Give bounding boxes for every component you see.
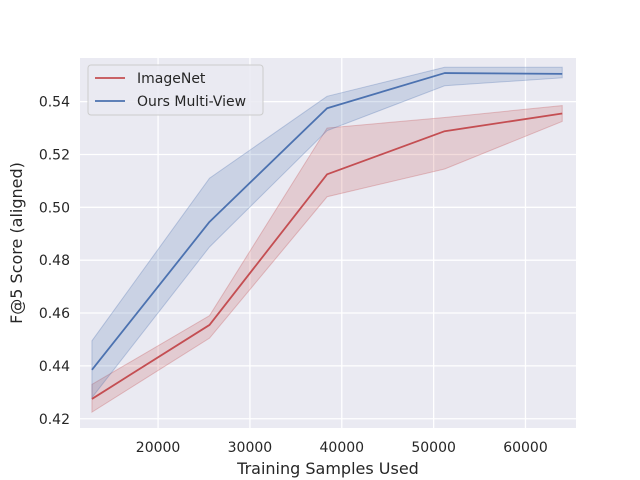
legend-label-imagenet: ImageNet	[137, 71, 206, 87]
x-axis-ticks: 20000 30000 40000 50000 60000	[136, 440, 548, 456]
y-tick-label: 0.52	[39, 147, 70, 163]
ours-multi-view-series-line	[91, 72, 563, 371]
legend-label-ours-multi-view: Ours Multi-View	[137, 94, 246, 110]
x-tick-label: 40000	[320, 440, 365, 456]
ours-multi-view-confidence-band	[91, 66, 563, 400]
x-tick-label: 30000	[228, 440, 273, 456]
y-tick-label: 0.44	[39, 359, 70, 375]
x-tick-label: 20000	[136, 440, 181, 456]
y-tick-label: 0.46	[39, 306, 70, 322]
y-tick-label: 0.48	[39, 253, 70, 269]
y-tick-label: 0.42	[39, 412, 70, 428]
grid-lines	[80, 58, 576, 428]
legend-box	[87, 64, 264, 116]
y-axis-ticks: 0.42 0.44 0.46 0.48 0.50 0.52 0.54	[39, 95, 70, 428]
y-tick-label: 0.54	[39, 95, 70, 111]
imagenet-series-line	[91, 112, 563, 400]
legend: ImageNet Ours Multi-View	[87, 64, 264, 116]
y-axis-label: F@5 Score (aligned)	[7, 162, 26, 324]
x-tick-label: 50000	[411, 440, 456, 456]
confidence-bands	[91, 66, 563, 414]
imagenet-confidence-band	[91, 105, 563, 414]
y-tick-label: 0.50	[39, 200, 70, 216]
series-lines	[91, 72, 563, 400]
x-tick-label: 60000	[503, 440, 548, 456]
x-axis-label: Training Samples Used	[236, 459, 419, 478]
